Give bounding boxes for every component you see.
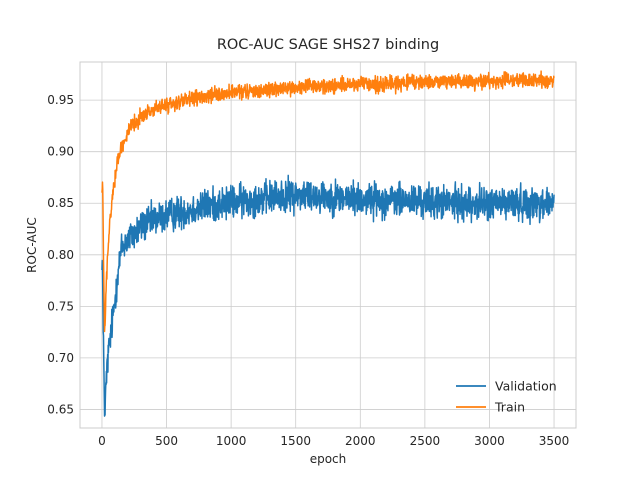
y-tick-label: 0.65	[47, 402, 74, 416]
series-layer	[101, 70, 555, 417]
x-tick-label: 3000	[474, 434, 505, 448]
x-tick-label: 500	[155, 434, 178, 448]
plot-frame	[79, 61, 577, 429]
y-tick-label: 0.75	[47, 299, 74, 313]
tick-labels: 0 500 1000 1500 2000 2500 3000 3500 0.65 0.70 0.75…	[47, 93, 569, 448]
x-tick-label: 2000	[345, 434, 376, 448]
x-tick-label: 1000	[216, 434, 247, 448]
y-tick-label: 0.85	[47, 196, 74, 210]
y-tick-label: 0.70	[47, 351, 74, 365]
x-axis-label: epoch	[310, 452, 347, 466]
x-tick-label: 1500	[280, 434, 311, 448]
series-line-train	[101, 70, 555, 333]
x-tick-label: 3500	[539, 434, 570, 448]
grid	[80, 62, 576, 428]
series-line-validation	[101, 174, 555, 417]
chart-title: ROC-AUC SAGE SHS27 binding	[217, 37, 439, 53]
x-tick-label: 0	[98, 434, 106, 448]
y-tick-label: 0.90	[47, 145, 74, 159]
plot-area	[80, 62, 576, 428]
y-tick-label: 0.95	[47, 93, 74, 107]
legend: Validation Train	[456, 379, 557, 415]
y-tick-label: 0.80	[47, 248, 74, 262]
x-tick-label: 2500	[410, 434, 441, 448]
y-axis-label: ROC-AUC	[25, 217, 39, 273]
legend-label: Train	[494, 400, 525, 415]
legend-label: Validation	[495, 379, 557, 394]
